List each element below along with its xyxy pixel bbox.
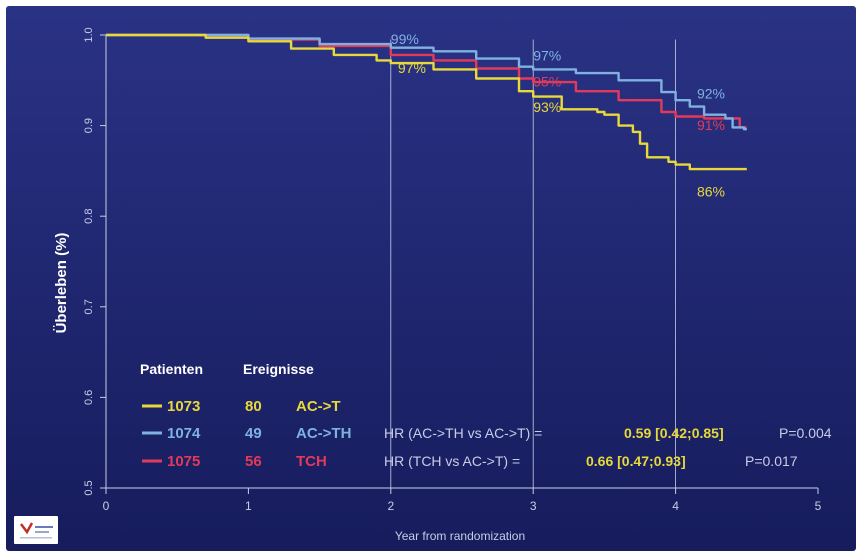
annotation-4: 93% [533, 99, 561, 115]
x-tick-label-0: 0 [103, 499, 110, 513]
legend-events-tch: 56 [245, 453, 262, 470]
logo-badge [14, 516, 58, 544]
legend-row-tch: 1075 56 TCH HR (TCH vs AC->T) = 0.66 [0.… [142, 453, 798, 470]
legend-arm-acth: AC->TH [296, 425, 351, 442]
annotation-2: 97% [533, 47, 561, 63]
y-tick-label-2: 0.7 [83, 299, 95, 314]
legend-header-patients: Patienten [140, 361, 203, 377]
annotation-6: 91% [697, 117, 725, 133]
legend-patients-acth: 1074 [167, 425, 201, 442]
p-value-acth: P=0.004 [779, 425, 832, 441]
annotation-1: 97% [398, 60, 426, 76]
x-tick-label-4: 4 [672, 499, 679, 513]
y-axis-label: Überleben (%) [53, 233, 70, 334]
y-tick-label-3: 0.8 [83, 209, 95, 224]
p-value-tch: P=0.017 [745, 453, 798, 469]
y-tick-label-5: 1.0 [83, 27, 95, 42]
legend-events-act: 80 [245, 398, 262, 415]
legend-patients-tch: 1075 [167, 453, 200, 470]
legend: Patienten Ereignisse 1073 80 AC->T 1074 … [140, 361, 832, 470]
x-tick-label-1: 1 [245, 499, 252, 513]
annotation-0: 99% [391, 31, 419, 47]
y-tick-label-0: 0.5 [83, 480, 95, 495]
x-axis-label: Year from randomization [395, 529, 525, 543]
y-tick-label-1: 0.6 [83, 390, 95, 405]
hr-label-acth: HR (AC->TH vs AC->T) = [384, 425, 542, 441]
curve-ac-t [106, 33, 747, 171]
legend-arm-act: AC->T [296, 398, 341, 415]
legend-patients-act: 1073 [167, 398, 200, 415]
x-tick-label-3: 3 [530, 499, 537, 513]
annotation-3: 95% [533, 74, 561, 90]
survival-curves [106, 33, 747, 171]
curve-ac-th [106, 33, 747, 131]
hr-value-tch: 0.66 [0.47;0.93] [586, 453, 686, 469]
curve-tch [106, 33, 747, 129]
legend-header-events: Ereignisse [243, 361, 314, 377]
x-tick-label-5: 5 [815, 499, 822, 513]
hr-label-tch: HR (TCH vs AC->T) = [384, 453, 520, 469]
annotation-5: 92% [697, 85, 725, 101]
hr-value-acth: 0.59 [0.42;0.85] [624, 425, 724, 441]
y-tick-label-4: 0.9 [83, 118, 95, 133]
chart-background [6, 6, 856, 551]
x-tick-label-2: 2 [387, 499, 394, 513]
curve-annotations: 99% 97% 97% 95% 93% 92% 91% 86% [391, 31, 725, 199]
legend-events-acth: 49 [245, 425, 262, 442]
axes: 0 1 2 3 4 5 0.5 0.6 0.7 0.8 0.9 1.0 [83, 27, 822, 513]
legend-row-acth: 1074 49 AC->TH HR (AC->TH vs AC->T) = 0.… [142, 425, 832, 442]
annotation-7: 86% [697, 183, 725, 199]
legend-row-act: 1073 80 AC->T [142, 398, 341, 415]
legend-arm-tch: TCH [296, 453, 327, 470]
